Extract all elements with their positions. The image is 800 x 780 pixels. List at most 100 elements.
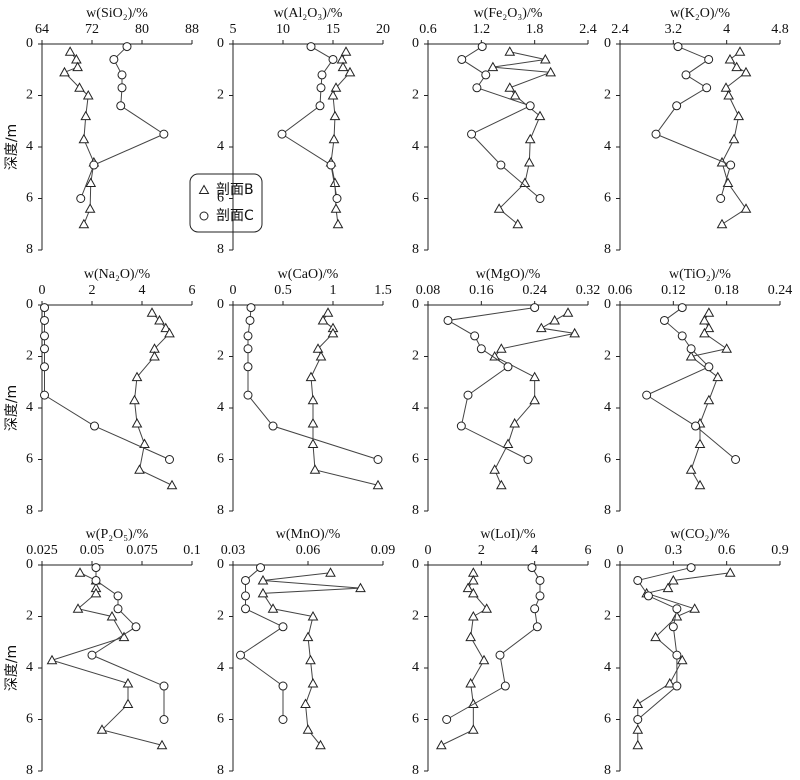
circle-marker <box>373 455 383 464</box>
circle-marker <box>731 455 741 464</box>
triangle-marker <box>372 479 384 490</box>
triangle-marker <box>465 631 477 642</box>
circle-marker <box>241 591 250 601</box>
triangle-marker <box>512 218 524 229</box>
circle-marker <box>113 604 123 614</box>
x-tick-label: 0.06 <box>296 543 321 558</box>
circle-marker <box>278 622 288 632</box>
triangle-marker <box>156 739 168 750</box>
y-tick-label: 6 <box>217 712 224 727</box>
x-tick-label: 3.2 <box>665 22 683 37</box>
triangle-marker <box>90 587 102 598</box>
triangle-marker <box>82 89 94 100</box>
circle-marker <box>40 303 49 313</box>
triangle-marker <box>106 610 118 621</box>
triangle-marker <box>355 582 366 593</box>
y-tick-label: 0 <box>26 557 33 572</box>
triangle-marker <box>731 61 743 72</box>
triangle-marker <box>96 724 108 734</box>
triangle-marker <box>529 371 541 382</box>
x-tick-label: 0 <box>230 283 237 298</box>
legend: 剖面B 剖面C <box>189 173 263 233</box>
circle-marker <box>677 331 687 341</box>
circle-marker <box>668 622 678 632</box>
circle-marker <box>40 315 49 325</box>
circle-marker <box>672 681 682 691</box>
panel-title: w(K₂O)/% <box>670 6 730 21</box>
triangle-marker <box>495 479 507 490</box>
x-tick-label: 0 <box>39 283 46 298</box>
y-tick-label: 4 <box>412 400 419 415</box>
panel-title: w(MgO)/% <box>476 267 541 282</box>
y-tick-label: 0 <box>412 297 419 312</box>
circle-marker <box>246 303 256 313</box>
panel-title: w(TiO₂)/% <box>669 267 731 282</box>
y-tick-label: 0 <box>217 297 224 312</box>
triangle-marker <box>523 156 535 167</box>
triangle-marker <box>685 350 697 361</box>
panel: w(MnO)/% 0.03 0.06 0.09 0 2 4 6 8 <box>217 527 395 778</box>
x-tick-label: 6 <box>189 283 196 298</box>
y-tick-label: 6 <box>217 452 224 467</box>
circle-marker <box>726 160 736 170</box>
y-tick-label: 8 <box>26 503 33 518</box>
triangle-marker <box>312 343 324 353</box>
triangle-marker <box>257 574 269 585</box>
series-line <box>645 307 736 460</box>
triangle-marker <box>724 567 736 577</box>
triangle-marker <box>632 724 644 734</box>
triangle-marker <box>302 631 314 642</box>
triangle-marker <box>131 417 143 428</box>
triangle-marker <box>524 133 536 144</box>
y-tick-label: 2 <box>604 349 611 364</box>
y-tick-label: 8 <box>26 763 33 778</box>
circle-marker <box>677 303 687 313</box>
triangle-marker <box>344 66 356 77</box>
panel: w(Al₂O₃)/% 5 10 15 20 0 2 4 6 8 <box>217 6 390 257</box>
y-tick-label: 2 <box>604 609 611 624</box>
triangle-marker <box>325 567 336 577</box>
circle-marker <box>89 160 99 170</box>
x-tick-label: 72 <box>85 22 99 37</box>
triangle-marker <box>340 46 352 56</box>
circle-marker <box>277 129 287 139</box>
circle-marker <box>495 650 505 660</box>
legend-marker <box>198 184 210 194</box>
circle-marker <box>535 591 545 601</box>
circle-marker <box>332 194 342 203</box>
triangle-marker <box>664 677 676 688</box>
circle-marker <box>40 344 49 354</box>
x-tick-label: 0.3 <box>665 543 683 558</box>
circle-marker <box>256 563 265 573</box>
x-tick-label: 1 <box>330 283 337 298</box>
panel: w(MgO)/% 0.08 0.16 0.24 0.32 0 2 4 6 8 <box>412 267 600 518</box>
y-tick-label: 0 <box>26 36 33 51</box>
panel: w(Na₂O)/% 0 2 4 6 0 2 4 6 8 深度/m <box>4 267 196 518</box>
triangle-marker <box>667 574 679 585</box>
triangle-marker <box>703 322 715 333</box>
triangle-marker <box>322 307 334 317</box>
triangle-marker <box>332 218 344 229</box>
triangle-marker <box>504 46 516 56</box>
triangle-marker <box>85 177 97 188</box>
triangle-marker <box>694 438 706 449</box>
panel-title: w(P₂O₅)/% <box>86 527 149 542</box>
series-line <box>446 567 541 720</box>
circle-marker <box>681 70 691 80</box>
triangle-marker <box>562 307 574 317</box>
y-tick-label: 6 <box>217 191 224 206</box>
legend-label: 剖面C <box>216 208 254 224</box>
circle-marker <box>443 315 453 325</box>
series-line <box>80 46 165 199</box>
y-tick-label: 4 <box>217 139 224 154</box>
circle-marker <box>326 160 336 170</box>
x-tick-label: 0.08 <box>416 283 441 298</box>
series-line <box>460 46 541 199</box>
y-tick-label: 0 <box>217 36 224 51</box>
triangle-marker <box>315 739 326 750</box>
x-tick-label: 4 <box>531 543 538 558</box>
y-tick-label: 0 <box>604 557 611 572</box>
y-axis-label: 深度/m <box>4 124 20 170</box>
circle-marker <box>633 715 643 724</box>
panel-title: w(Na₂O)/% <box>84 267 151 282</box>
